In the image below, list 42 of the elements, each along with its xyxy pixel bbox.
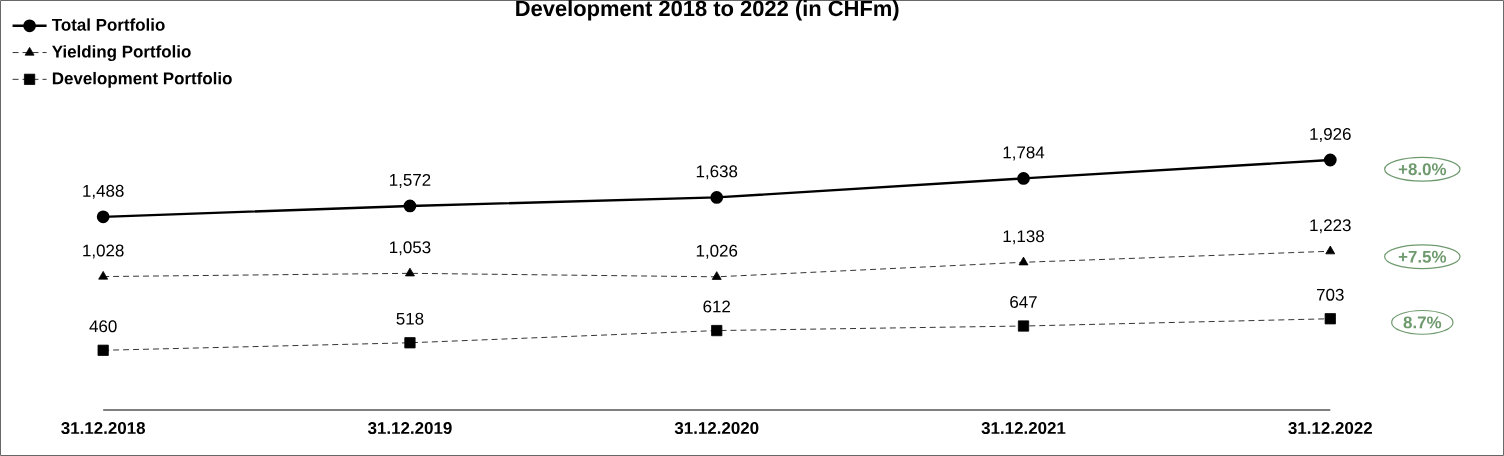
x-tick-label: 31.12.2020 [674,422,759,435]
point [1017,320,1030,332]
data-label: 1,572 [390,173,431,188]
point [1017,172,1030,185]
data-label: 1,026 [696,244,738,259]
data-label: 1,926 [1310,127,1351,142]
point [1018,256,1029,266]
data-label: 1,053 [390,241,431,256]
legend-label: Yielding Portfolio [52,45,191,62]
annotation: +8.0% [1398,163,1447,176]
point [405,267,415,277]
x-tick-label: 31.12.2022 [1288,422,1372,435]
data-label: 647 [1010,296,1037,308]
x-tick-label: 31.12.2019 [367,422,452,435]
x-tick-label: 31.12.2018 [61,422,146,435]
point [1325,245,1336,255]
data-label: 1,028 [83,244,124,259]
data-label: 1,223 [1310,219,1351,234]
point [711,324,723,337]
point [1324,313,1336,325]
point [97,344,109,356]
data-label: 460 [89,320,117,333]
data-label: 1,784 [1003,146,1045,161]
point [403,199,417,213]
data-label: 1,638 [696,165,738,180]
point [98,270,109,280]
data-label: 518 [396,312,424,325]
legend-label: Total Portfolio [51,18,165,31]
data-label: 703 [1317,288,1344,301]
x-tick-label: 31.12.2021 [981,422,1066,435]
data-label: 1,138 [1003,230,1044,245]
data-label: 1,488 [83,184,124,199]
legend-label: Development Portfolio [52,71,232,88]
point [710,191,724,204]
point [711,271,722,280]
point [96,210,110,224]
chart-title: Development 2018 to 2022 (in CHFm) [516,0,899,21]
point [1323,153,1337,167]
data-label: 612 [703,300,730,313]
annotation: 8.7% [1403,316,1442,329]
point [404,337,416,349]
annotation: +7.5% [1398,250,1447,263]
